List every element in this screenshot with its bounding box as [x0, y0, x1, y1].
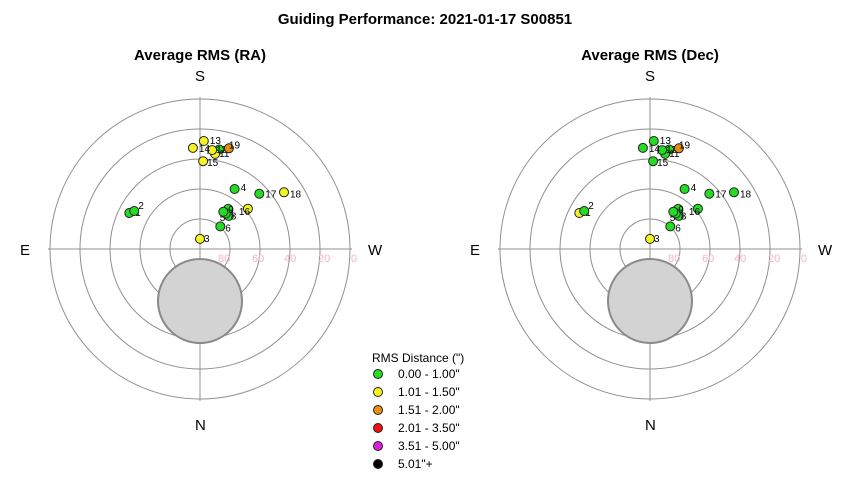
point-label: 2: [588, 201, 594, 212]
data-point: [198, 156, 209, 167]
data-point: [279, 187, 289, 198]
point-label: 3: [204, 234, 210, 245]
data-point: [195, 233, 205, 244]
polar-plot-ra: Average RMS (RA) 806040200SNEW1234567891…: [20, 47, 383, 434]
data-point: [223, 143, 234, 154]
point-label: 13: [660, 136, 672, 147]
data-point: [679, 184, 690, 194]
altitude-tick-label: 40: [284, 253, 296, 265]
direction-label-east: E: [470, 242, 480, 259]
point-label: 15: [657, 158, 669, 169]
data-point: [692, 203, 703, 214]
data-point: [579, 206, 590, 216]
altitude-tick-label: 20: [318, 253, 330, 265]
direction-label-west: W: [368, 242, 383, 259]
panel-title-ra: Average RMS (RA): [134, 47, 266, 64]
legend-swatch: [373, 423, 383, 433]
point-label: 14: [649, 144, 661, 155]
data-point: [657, 145, 668, 156]
altitude-tick-label: 80: [218, 253, 230, 265]
direction-label-west: W: [818, 242, 833, 259]
data-point: [704, 188, 715, 199]
panel-title-dec: Average RMS (Dec): [581, 47, 719, 64]
data-point: [648, 136, 659, 146]
data-point: [673, 143, 684, 154]
data-point: [729, 187, 739, 198]
point-label: 9: [678, 205, 684, 216]
point-label: 12: [666, 145, 678, 156]
data-point: [637, 142, 648, 153]
point-label: 14: [199, 144, 211, 155]
direction-label-south: S: [195, 68, 205, 85]
point-label: 15: [207, 158, 219, 169]
point-label: 2: [138, 201, 144, 212]
point-label: 6: [675, 223, 681, 234]
legend-entry-label: 5.01"+: [398, 457, 433, 471]
direction-label-south: S: [645, 68, 655, 85]
legend-entry-label: 2.01 - 3.50": [398, 421, 460, 435]
data-point: [665, 221, 676, 232]
data-point: [229, 184, 240, 194]
figure-title: Guiding Performance: 2021-01-17 S00851: [278, 11, 572, 28]
direction-label-north: N: [195, 417, 206, 434]
legend-swatch: [373, 387, 383, 397]
point-label: 9: [228, 205, 234, 216]
data-point: [215, 221, 226, 232]
point-label: 18: [740, 189, 752, 200]
moon-disc: [607, 258, 693, 344]
data-point: [648, 156, 659, 167]
legend-entry-label: 0.00 - 1.00": [398, 367, 460, 381]
point-label: 17: [715, 190, 727, 201]
legend-swatch: [373, 459, 383, 469]
data-point: [668, 206, 679, 217]
data-point: [198, 136, 209, 146]
point-label: 16: [689, 207, 701, 218]
altitude-tick-label: 60: [252, 253, 264, 265]
legend-title: RMS Distance ("): [372, 351, 464, 365]
legend-swatch: [373, 405, 383, 415]
legend-entry-label: 1.51 - 2.00": [398, 403, 460, 417]
altitude-tick-label: 40: [734, 253, 746, 265]
altitude-tick-label: 0: [801, 253, 807, 265]
data-point: [254, 188, 265, 199]
data-point: [645, 233, 655, 244]
point-label: 19: [679, 140, 691, 151]
data-point: [218, 206, 229, 217]
direction-label-east: E: [20, 242, 30, 259]
data-point: [242, 203, 253, 214]
legend-entry-label: 3.51 - 5.00": [398, 439, 460, 453]
data-point: [187, 142, 198, 153]
point-label: 5: [220, 213, 226, 224]
point-label: 16: [239, 207, 251, 218]
point-label: 6: [225, 223, 231, 234]
direction-label-north: N: [645, 417, 656, 434]
point-label: 8: [681, 212, 687, 223]
point-label: 4: [691, 183, 697, 194]
altitude-tick-label: 20: [768, 253, 780, 265]
point-label: 11: [669, 149, 680, 160]
legend-entry-label: 1.01 - 1.50": [398, 385, 460, 399]
point-label: 17: [265, 190, 277, 201]
point-label: 11: [219, 149, 230, 160]
moon-disc: [157, 258, 243, 344]
altitude-tick-label: 80: [668, 253, 680, 265]
legend-swatch: [373, 441, 383, 451]
altitude-tick-label: 0: [351, 253, 357, 265]
point-label: 3: [654, 234, 660, 245]
point-label: 19: [229, 140, 241, 151]
legend: RMS Distance (") 0.00 - 1.00" 1.01 - 1.50…: [372, 351, 464, 471]
altitude-tick-label: 60: [702, 253, 714, 265]
point-label: 18: [290, 189, 302, 200]
data-point: [129, 206, 140, 216]
legend-swatch: [373, 369, 383, 379]
data-point: [207, 145, 218, 156]
point-label: 4: [241, 183, 247, 194]
point-label: 8: [231, 212, 237, 223]
polar-plot-dec: Average RMS (Dec) 806040200SNEW123456789…: [470, 47, 833, 434]
point-label: 12: [216, 145, 228, 156]
point-label: 5: [670, 213, 676, 224]
point-label: 13: [210, 136, 222, 147]
